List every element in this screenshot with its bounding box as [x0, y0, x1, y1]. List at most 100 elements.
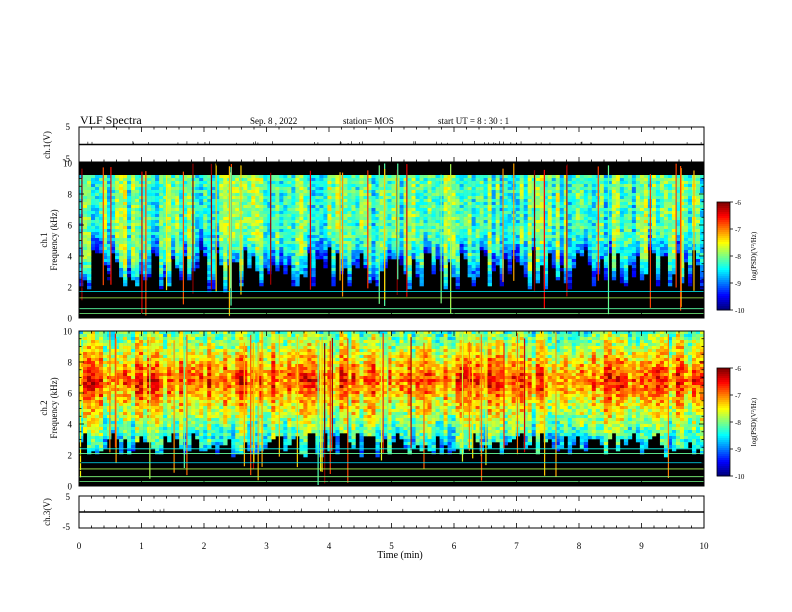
spectrogram-cell: [387, 256, 392, 260]
spectrogram-cell: [295, 199, 300, 203]
spectrogram-cell: [311, 232, 316, 236]
spectrogram-cell: [623, 229, 629, 233]
spectrogram-cell: [375, 190, 380, 194]
spectrogram-cell: [151, 250, 156, 254]
ch1-ytick-top: 5: [66, 122, 71, 132]
spectrogram-cell: [619, 214, 625, 218]
spectrogram-cell: [407, 262, 412, 266]
spectrogram-cell: [575, 205, 581, 209]
spectrogram-cell: [231, 241, 236, 245]
spectrogram-cell: [355, 184, 360, 188]
spectrogram-cell: [135, 274, 140, 278]
spectrogram-cell: [87, 193, 92, 197]
spectrogram-cell: [347, 256, 352, 260]
spectrogram-cell: [615, 208, 621, 212]
spectrogram-cell: [179, 262, 184, 266]
spectrogram-cell: [155, 178, 160, 182]
spectrogram-cell: [387, 250, 392, 254]
spectrogram-cell: [563, 211, 569, 215]
spectrogram-cell: [675, 208, 681, 212]
spectrogram-cell: [583, 181, 589, 185]
spectrogram-cell: [387, 247, 392, 251]
spectrogram-cell: [79, 184, 84, 188]
spectrogram-cell: [455, 202, 460, 206]
spectrogram-cell: [371, 265, 376, 269]
spectrogram-cell: [683, 241, 689, 245]
spectrogram-cell: [259, 178, 264, 182]
spectrogram-cell: [223, 217, 228, 221]
spectrogram-cell: [127, 175, 132, 179]
spectrogram-cell: [123, 256, 128, 260]
spectrogram-cell: [231, 205, 236, 209]
spectrogram-cell: [679, 241, 685, 245]
spectrogram-cell: [655, 220, 661, 224]
spectrogram-cell: [431, 238, 436, 242]
spectrogram-cell: [135, 244, 140, 248]
spectrogram-cell: [483, 229, 488, 233]
spectrogram-cell: [431, 235, 436, 239]
spectrogram-cell: [567, 229, 573, 233]
spectrogram-cell: [667, 253, 673, 257]
spectrogram-cell: [95, 175, 100, 179]
spectrogram-cell: [143, 229, 148, 233]
spectrogram-cell: [639, 223, 645, 227]
spectrogram-cell: [171, 217, 176, 221]
spectrogram-cell: [563, 205, 569, 209]
spectrogram-cell: [407, 235, 412, 239]
spectrogram-cell: [603, 265, 609, 269]
spectrogram-cell: [127, 262, 132, 266]
spectrogram-cell: [551, 187, 557, 191]
spectrogram-cell: [195, 223, 200, 227]
spectrogram-cell: [331, 208, 336, 212]
spectrogram-cell: [159, 214, 164, 218]
spectrogram-cell: [287, 232, 292, 236]
spectrogram-cell: [307, 217, 312, 221]
spectrogram-cell: [491, 223, 496, 227]
spectrogram-cell: [163, 247, 168, 251]
spectrogram-cell: [223, 244, 228, 248]
spectrogram-cell: [387, 205, 392, 209]
spectrogram-cell: [299, 253, 304, 257]
spectrogram-cell: [151, 181, 156, 185]
spectrogram-cell: [179, 223, 184, 227]
spectrogram-cell: [391, 175, 396, 179]
spectrogram-cell: [623, 232, 629, 236]
spectrogram-cell: [319, 232, 324, 236]
spectrogram-cell: [203, 202, 208, 206]
spectrogram-cell: [179, 202, 184, 206]
spectrogram-cell: [427, 235, 432, 239]
spectrogram-cell: [635, 178, 641, 182]
spectrogram-cell: [539, 190, 545, 194]
spectrogram-cell: [103, 184, 108, 188]
spectrogram-cell: [155, 193, 160, 197]
spectrogram-cell: [79, 196, 84, 200]
spectrogram-cell: [287, 238, 292, 242]
spectrogram-cell: [627, 175, 633, 179]
spectrogram-cell: [399, 262, 404, 266]
spectrogram-cell: [287, 181, 292, 185]
spectrogram-cell: [615, 250, 621, 254]
spectrogram-cell: [211, 238, 216, 242]
spectrogram-cell: [463, 256, 468, 260]
spectrogram-cell: [419, 244, 424, 248]
spectrogram-cell: [259, 208, 264, 212]
spectrogram-cell: [535, 259, 541, 263]
spectrogram-cell: [111, 232, 116, 236]
spectrogram-cell: [283, 205, 288, 209]
spectrogram-cell: [591, 250, 597, 254]
spectrogram-cell: [495, 193, 500, 197]
spectrogram-cell: [115, 238, 120, 242]
spectrogram-cell: [83, 175, 88, 179]
spectrogram-cell: [299, 199, 304, 203]
spectrogram-cell: [199, 187, 204, 191]
spectrogram-cell: [303, 253, 308, 257]
spectrogram-cell: [583, 229, 589, 233]
spectrogram-cell: [679, 205, 685, 209]
spectrogram-cell: [375, 208, 380, 212]
spectrogram-cell: [443, 229, 448, 233]
spectrogram-cell: [491, 244, 496, 248]
spectrogram-cell: [339, 223, 344, 227]
spectrogram-cell: [371, 193, 376, 197]
spectrogram-cell: [315, 178, 320, 182]
